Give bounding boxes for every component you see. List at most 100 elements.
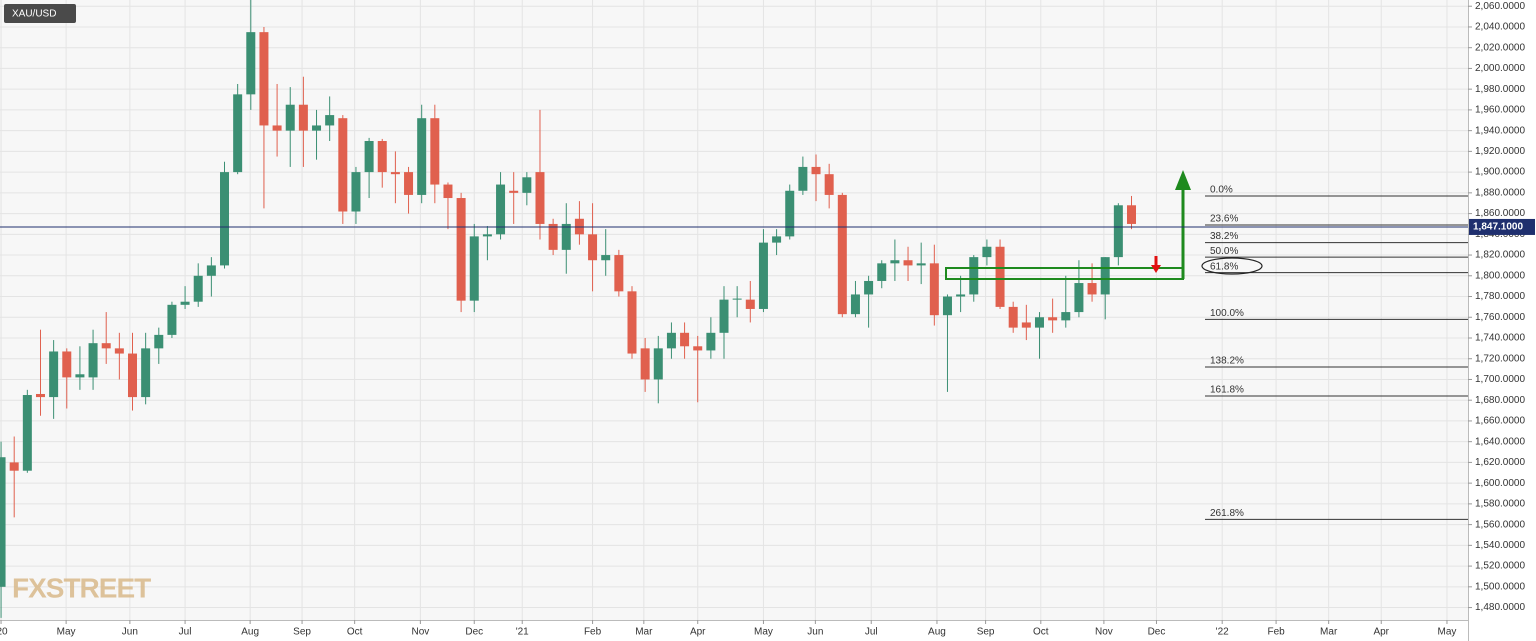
candle-body [811,166,821,175]
fib-label: 161.8% [1210,385,1244,396]
candle-body [916,263,926,266]
x-tick-label: Aug [928,627,946,638]
candle-body [929,263,939,316]
candle-body [732,298,742,300]
candle-body [693,346,703,351]
candle-body [325,115,335,126]
candle-body [377,141,387,173]
candle-body [942,296,952,316]
down-arrow-head [1151,265,1161,273]
y-tick-label: 1,720.0000 [1475,353,1525,364]
y-tick-label: 1,600.0000 [1475,478,1525,489]
fib-label: 38.2% [1210,231,1238,242]
fib-label: 261.8% [1210,508,1244,519]
candle-body [640,348,650,380]
candle-body [469,236,479,301]
candle-body [0,457,6,587]
candle-body [246,32,256,95]
candle-body [417,118,427,195]
fibonacci-levels: 0.0% 23.6% 38.2% 50.0% 61.8% 100.0% 138.2% 161.… [1205,185,1468,520]
candle-body [680,332,690,347]
y-tick-label: 1,860.0000 [1475,208,1525,219]
candle-body [903,260,913,266]
candle-body [1008,306,1018,328]
y-tick-label: 1,960.0000 [1475,105,1525,116]
candle-body [1100,257,1110,295]
x-tick-label: Sep [977,627,995,638]
candle-body [141,348,151,398]
x-tick-label: Jul [865,627,878,638]
candle-body [1126,205,1136,224]
chart-title: XAU/USD [12,9,56,20]
candle-body [666,332,676,349]
y-tick-label: 1,620.0000 [1475,457,1525,468]
candle-body [404,172,414,195]
y-tick-label: 1,480.0000 [1475,602,1525,613]
y-tick-label: 1,940.0000 [1475,125,1525,136]
candle-body [88,343,98,378]
y-tick-label: 1,680.0000 [1475,395,1525,406]
watermark: FXSTREET [12,572,151,603]
candle-body [561,223,571,250]
x-tick-label: Jun [122,627,138,638]
candle-body [193,275,203,302]
candle-body [969,257,979,295]
candle-body [285,104,295,131]
candle-body [351,172,361,212]
candle-body [233,94,243,173]
candle-body [167,304,177,335]
candle-body [890,260,900,264]
y-tick-label: 1,540.0000 [1475,540,1525,551]
x-tick-label: Apr [1373,627,1389,638]
x-tick-label: May [754,627,773,638]
x-tick-label: Dec [1148,627,1166,638]
candle-body [1087,283,1097,295]
candle-body [864,280,874,295]
fib-label: 50.0% [1210,246,1238,257]
candle-body [206,265,216,276]
y-tick-label: 1,980.0000 [1475,84,1525,95]
up-arrow-head [1175,170,1191,190]
candle-body [745,299,755,309]
candle-body [772,236,782,243]
x-tick-label: Oct [347,627,363,638]
x-tick-label: Nov [1095,627,1113,638]
candle-body [49,351,59,398]
plot-background [0,0,1468,620]
candle-body [588,234,598,261]
candle-body [364,141,374,173]
y-tick-label: 1,820.0000 [1475,250,1525,261]
candle-body [338,118,348,212]
candle-body [22,395,32,471]
candle-body [653,348,663,380]
x-tick-label: May [1438,627,1457,638]
x-tick-label: Mar [635,627,653,638]
y-tick-label: 1,700.0000 [1475,374,1525,385]
x-tick-label: Dec [465,627,483,638]
candle-body [824,174,834,195]
candle-body [850,294,860,315]
candle-body [522,177,532,193]
y-tick-label: 1,780.0000 [1475,291,1525,302]
x-tick-label: Jun [807,627,823,638]
candle-body [1074,283,1084,313]
candle-body [1113,205,1123,258]
y-tick-label: 2,020.0000 [1475,42,1525,53]
candle-body [114,348,124,354]
y-tick-label: 2,060.0000 [1475,1,1525,12]
last-price-box [1469,218,1535,235]
x-tick-label: Apr [690,627,706,638]
candle-body [785,190,795,237]
drawings [945,170,1263,280]
candle-body [1021,322,1031,328]
candle-body [1048,317,1058,321]
candle-body [509,190,519,193]
candle-body [75,374,85,378]
x-tick-label: '21 [516,627,529,638]
fib-label: 138.2% [1210,356,1244,367]
candle-body [35,393,45,398]
y-tick-label: 1,580.0000 [1475,499,1525,510]
symbol-box [4,4,76,23]
